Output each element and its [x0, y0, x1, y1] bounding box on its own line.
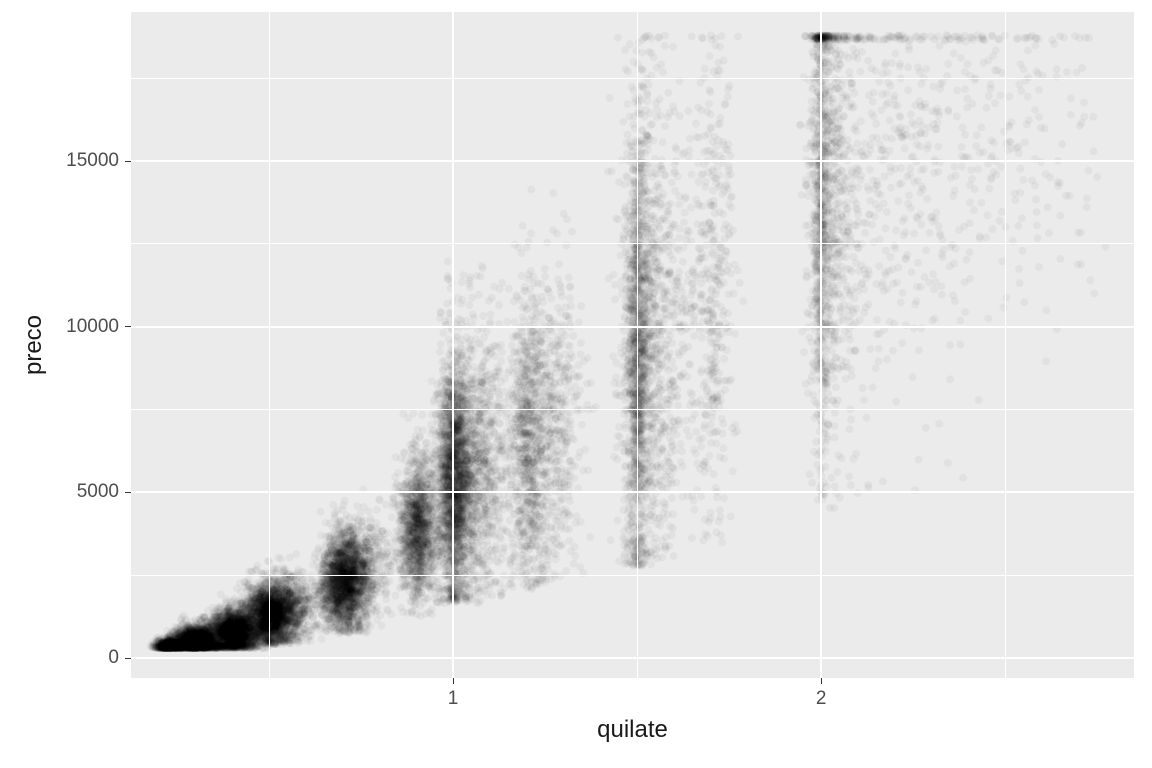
y-tick-label: 5000: [77, 481, 119, 503]
y-axis-title: preco: [20, 315, 48, 375]
x-axis-title: quilate: [597, 716, 668, 744]
scatter-points-layer: [0, 0, 1152, 768]
x-tick-label: 1: [448, 688, 459, 710]
x-tick-label: 2: [816, 688, 827, 710]
y-tick-label: 15000: [66, 150, 119, 172]
y-tick-label: 0: [108, 647, 119, 669]
y-tick-label: 10000: [66, 316, 119, 338]
scatter-chart: quilate preco 1 2 0 5000 10000 15000: [0, 0, 1152, 768]
